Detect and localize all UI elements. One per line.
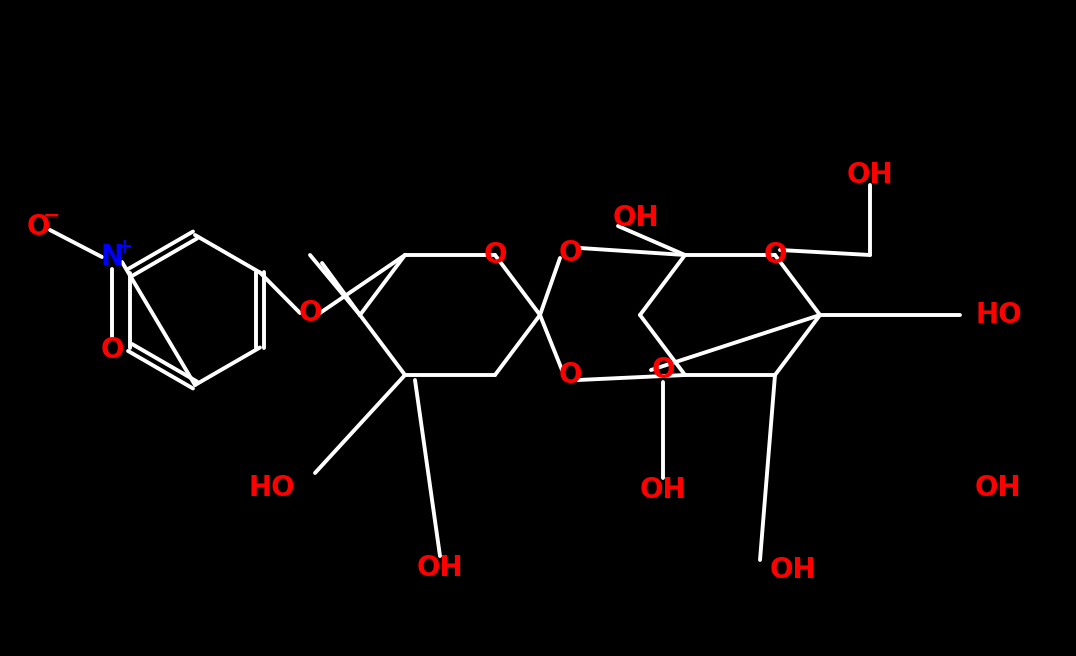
Text: N: N	[100, 243, 124, 271]
Text: OH: OH	[640, 476, 686, 504]
Text: −: −	[43, 206, 60, 226]
Text: O: O	[558, 361, 582, 389]
Text: HO: HO	[249, 474, 295, 502]
Text: O: O	[763, 241, 787, 269]
Text: OH: OH	[975, 474, 1021, 502]
Text: OH: OH	[416, 554, 464, 582]
Text: OH: OH	[770, 556, 817, 584]
Text: HO: HO	[975, 301, 1021, 329]
Text: O: O	[651, 356, 675, 384]
Text: O: O	[298, 299, 322, 327]
Text: O: O	[558, 239, 582, 267]
Text: OH: OH	[613, 204, 660, 232]
Text: O: O	[26, 213, 49, 241]
Text: +: +	[116, 237, 133, 257]
Text: O: O	[100, 336, 124, 364]
Text: OH: OH	[847, 161, 893, 189]
Text: O: O	[483, 241, 507, 269]
